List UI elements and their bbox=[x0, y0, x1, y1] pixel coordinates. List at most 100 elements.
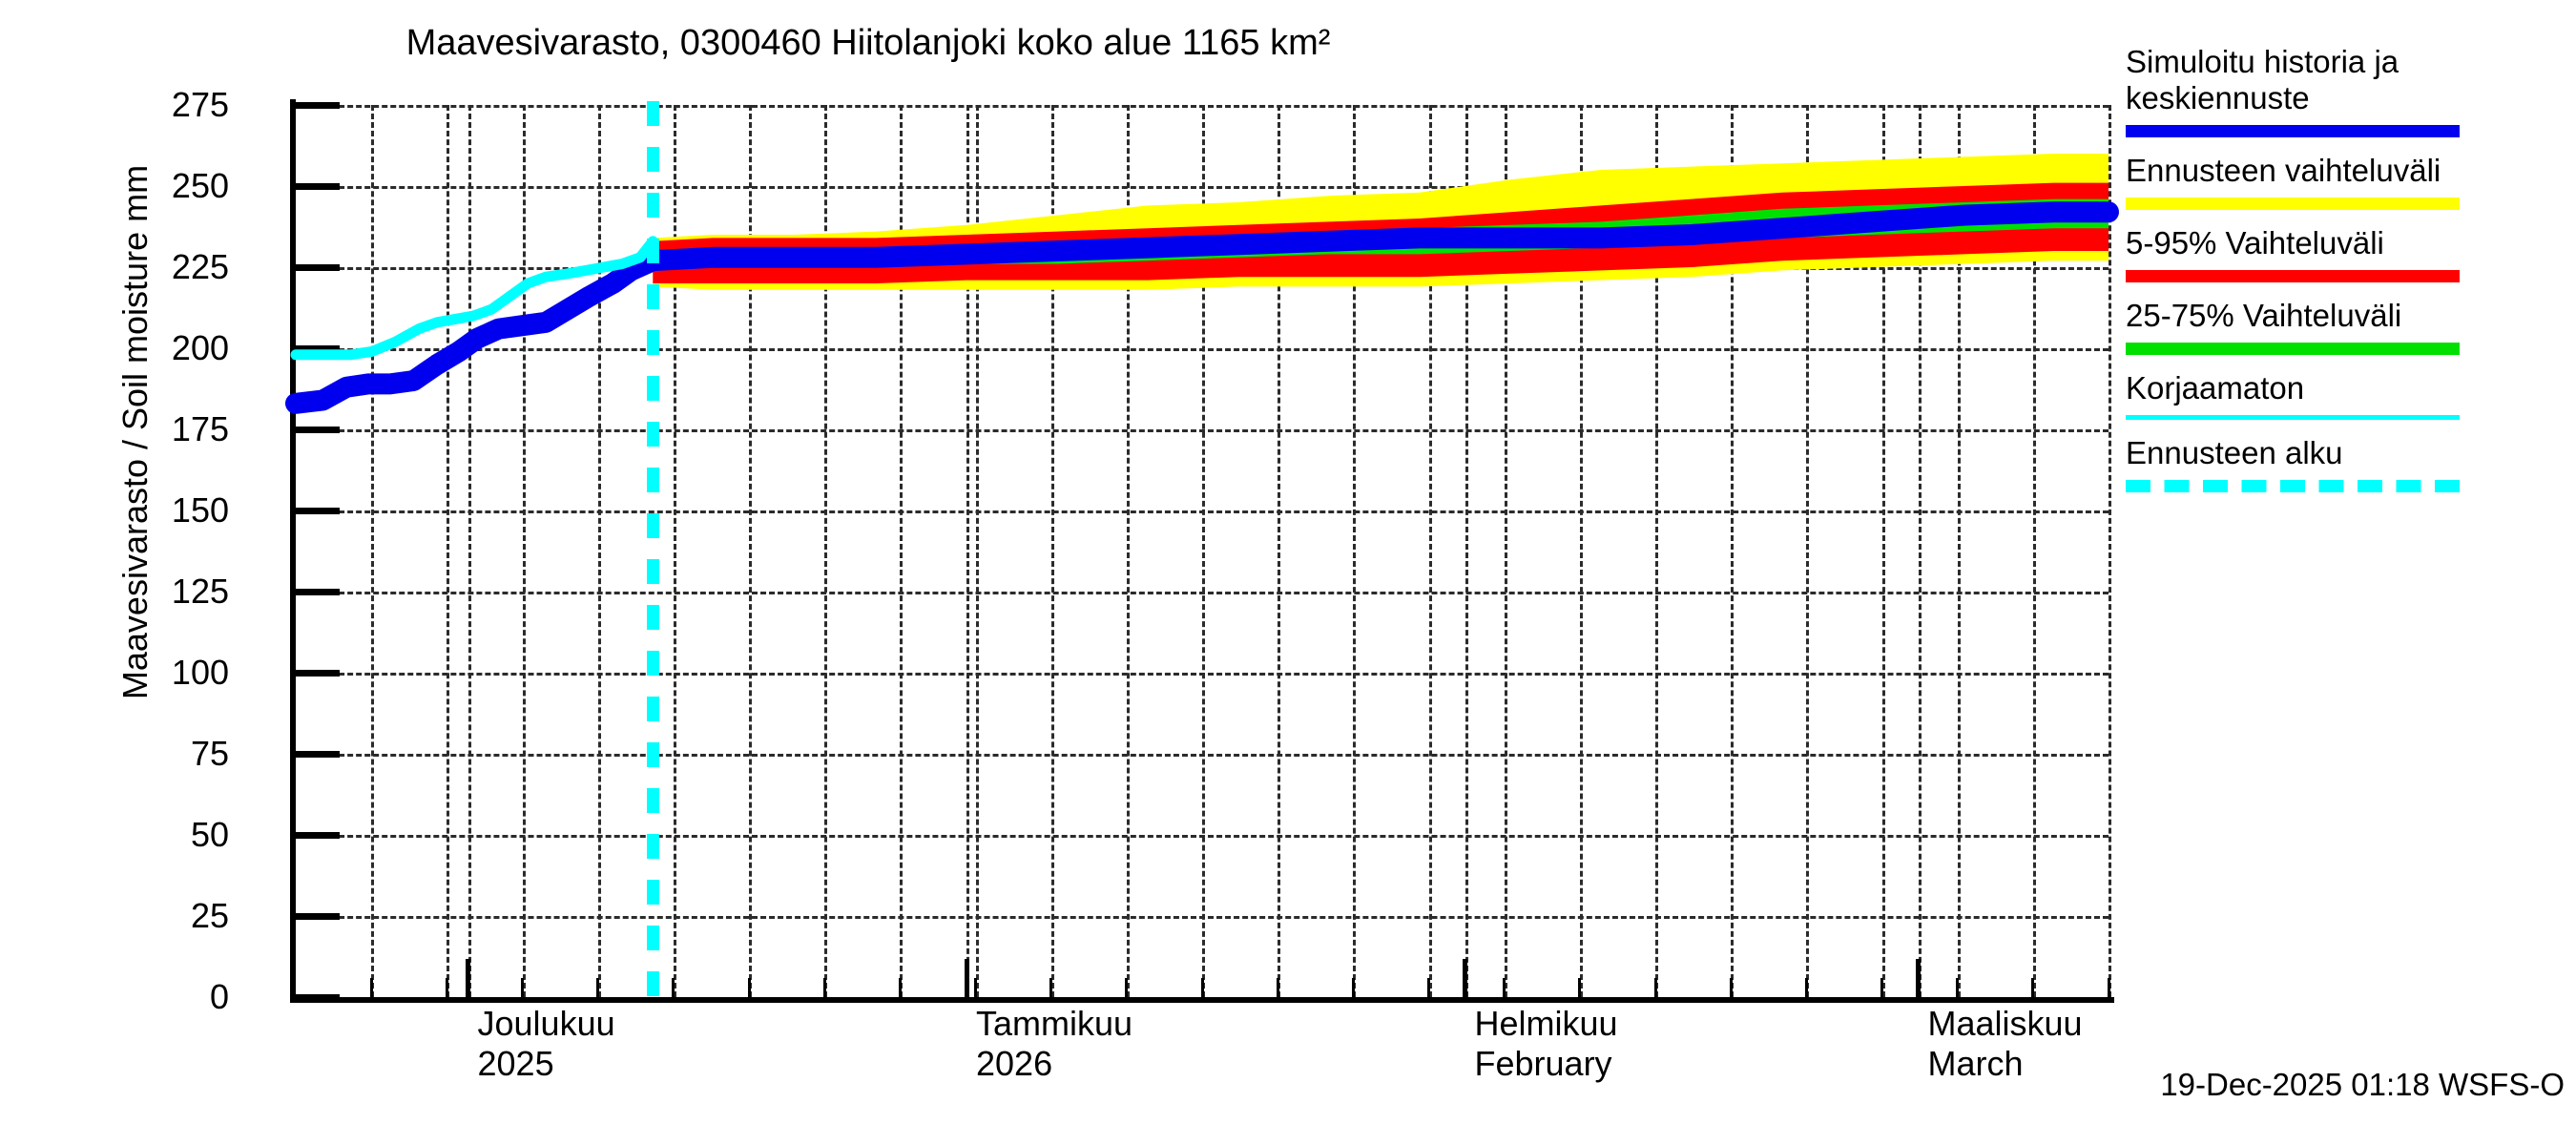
legend-label: Korjaamaton bbox=[2126, 370, 2305, 406]
legend: Simuloitu historia ja keskiennuste Ennust… bbox=[2126, 44, 2574, 508]
x-tick bbox=[1276, 978, 1279, 1003]
month-name-fi: Tammikuu bbox=[976, 1004, 1133, 1043]
y-tick bbox=[290, 993, 340, 1001]
legend-swatch bbox=[2126, 415, 2460, 420]
month-name-fi: Joulukuu bbox=[477, 1004, 615, 1043]
x-tick bbox=[1351, 978, 1355, 1003]
x-tick bbox=[2107, 978, 2110, 1003]
year-label: 2025 bbox=[477, 1044, 554, 1083]
x-axis-month-label: Joulukuu 2025 bbox=[478, 1004, 615, 1084]
x-tick-major bbox=[466, 959, 470, 1003]
forecast-start-line bbox=[647, 101, 660, 1008]
x-tick bbox=[1880, 978, 1883, 1003]
y-tick bbox=[290, 588, 340, 595]
gridline-v bbox=[597, 105, 601, 997]
chart-title: Maavesivarasto, 0300460 Hiitolanjoki kok… bbox=[405, 23, 1331, 63]
gridline-v bbox=[1126, 105, 1130, 997]
x-tick bbox=[1956, 978, 1960, 1003]
y-tick bbox=[290, 507, 340, 514]
legend-item[interactable]: Korjaamaton bbox=[2126, 370, 2574, 420]
y-tick-label: 250 bbox=[171, 166, 229, 205]
legend-swatch bbox=[2126, 125, 2460, 137]
x-tick bbox=[1049, 978, 1053, 1003]
gridline-v bbox=[824, 105, 828, 997]
x-tick bbox=[1427, 978, 1430, 1003]
x-tick bbox=[822, 978, 826, 1003]
y-tick-label: 225 bbox=[171, 247, 229, 286]
gridline-v bbox=[1731, 105, 1735, 997]
gridline-v bbox=[1806, 105, 1810, 997]
x-tick bbox=[1503, 978, 1506, 1003]
x-tick bbox=[369, 978, 373, 1003]
gridline-v bbox=[1428, 105, 1432, 997]
gridline-v bbox=[749, 105, 752, 997]
x-tick bbox=[2031, 978, 2035, 1003]
legend-label: 25-75% Vaihteluväli bbox=[2126, 298, 2402, 333]
x-tick-major bbox=[1463, 959, 1467, 1003]
x-tick-major bbox=[1916, 959, 1921, 1003]
x-tick bbox=[1125, 978, 1129, 1003]
legend-item[interactable]: Simuloitu historia ja keskiennuste bbox=[2126, 44, 2574, 137]
gridline-v bbox=[1504, 105, 1507, 997]
legend-item[interactable]: 25-75% Vaihteluväli bbox=[2126, 298, 2574, 355]
year-label: 2026 bbox=[976, 1044, 1053, 1083]
gridline-v bbox=[1278, 105, 1281, 997]
y-tick-label: 100 bbox=[171, 653, 229, 692]
y-tick bbox=[290, 426, 340, 433]
month-name-en: February bbox=[1474, 1044, 1612, 1083]
x-tick bbox=[1200, 978, 1204, 1003]
x-tick bbox=[1804, 978, 1808, 1003]
gridline-v bbox=[371, 105, 375, 997]
x-axis-month-label: Maaliskuu March bbox=[1928, 1004, 2083, 1084]
month-name-en: March bbox=[1927, 1044, 2024, 1083]
x-axis-month-label: Helmikuu February bbox=[1475, 1004, 1618, 1084]
legend-item[interactable]: Ennusteen vaihteluväli bbox=[2126, 153, 2574, 210]
gridline-v bbox=[673, 105, 676, 997]
y-tick bbox=[290, 750, 340, 758]
y-tick bbox=[290, 912, 340, 920]
legend-label: Simuloitu historia ja keskiennuste bbox=[2126, 44, 2399, 115]
gridline-v bbox=[1579, 105, 1583, 997]
legend-label: Ennusteen vaihteluväli bbox=[2126, 153, 2441, 188]
y-tick-label: 125 bbox=[171, 572, 229, 611]
gridline-v bbox=[1655, 105, 1658, 997]
y-tick bbox=[290, 101, 340, 109]
y-tick bbox=[290, 263, 340, 271]
gridline-v bbox=[522, 105, 526, 997]
plot-area: 0 25 50 75 100 125 150 175 200 225 250 275 bbox=[172, 88, 2119, 1014]
gridline-v bbox=[1353, 105, 1357, 997]
x-tick bbox=[898, 978, 902, 1003]
x-tick bbox=[974, 978, 977, 1003]
gridline-v bbox=[975, 105, 979, 997]
legend-item[interactable]: 5-95% Vaihteluväli bbox=[2126, 225, 2574, 282]
gridline-v bbox=[467, 105, 471, 997]
timestamp: 19-Dec-2025 01:18 WSFS-O bbox=[2160, 1067, 2565, 1102]
x-tick bbox=[1653, 978, 1657, 1003]
y-tick bbox=[290, 831, 340, 839]
month-name-fi: Helmikuu bbox=[1474, 1004, 1618, 1043]
y-tick bbox=[290, 182, 340, 190]
legend-item[interactable]: Ennusteen alku bbox=[2126, 435, 2574, 492]
gridline-v bbox=[2032, 105, 2036, 997]
y-tick-label: 150 bbox=[171, 490, 229, 530]
x-tick bbox=[445, 978, 448, 1003]
gridline-v bbox=[447, 105, 450, 997]
y-tick-label: 200 bbox=[171, 328, 229, 367]
y-tick-label: 50 bbox=[190, 815, 229, 854]
line-uncorrected bbox=[290, 236, 658, 361]
gridline-v bbox=[966, 105, 969, 997]
legend-swatch bbox=[2126, 480, 2460, 492]
gridline-v bbox=[2109, 105, 2111, 997]
month-name-fi: Maaliskuu bbox=[1927, 1004, 2083, 1043]
legend-swatch bbox=[2126, 343, 2460, 355]
gridline-v bbox=[1881, 105, 1885, 997]
y-tick-label: 275 bbox=[171, 85, 229, 124]
y-tick-label: 175 bbox=[171, 409, 229, 448]
legend-swatch bbox=[2126, 198, 2460, 210]
gridline-v bbox=[1202, 105, 1205, 997]
legend-label: Ennusteen alku bbox=[2126, 435, 2343, 470]
gridline-v bbox=[1050, 105, 1054, 997]
gridline-v bbox=[1957, 105, 1961, 997]
x-tick bbox=[596, 978, 600, 1003]
